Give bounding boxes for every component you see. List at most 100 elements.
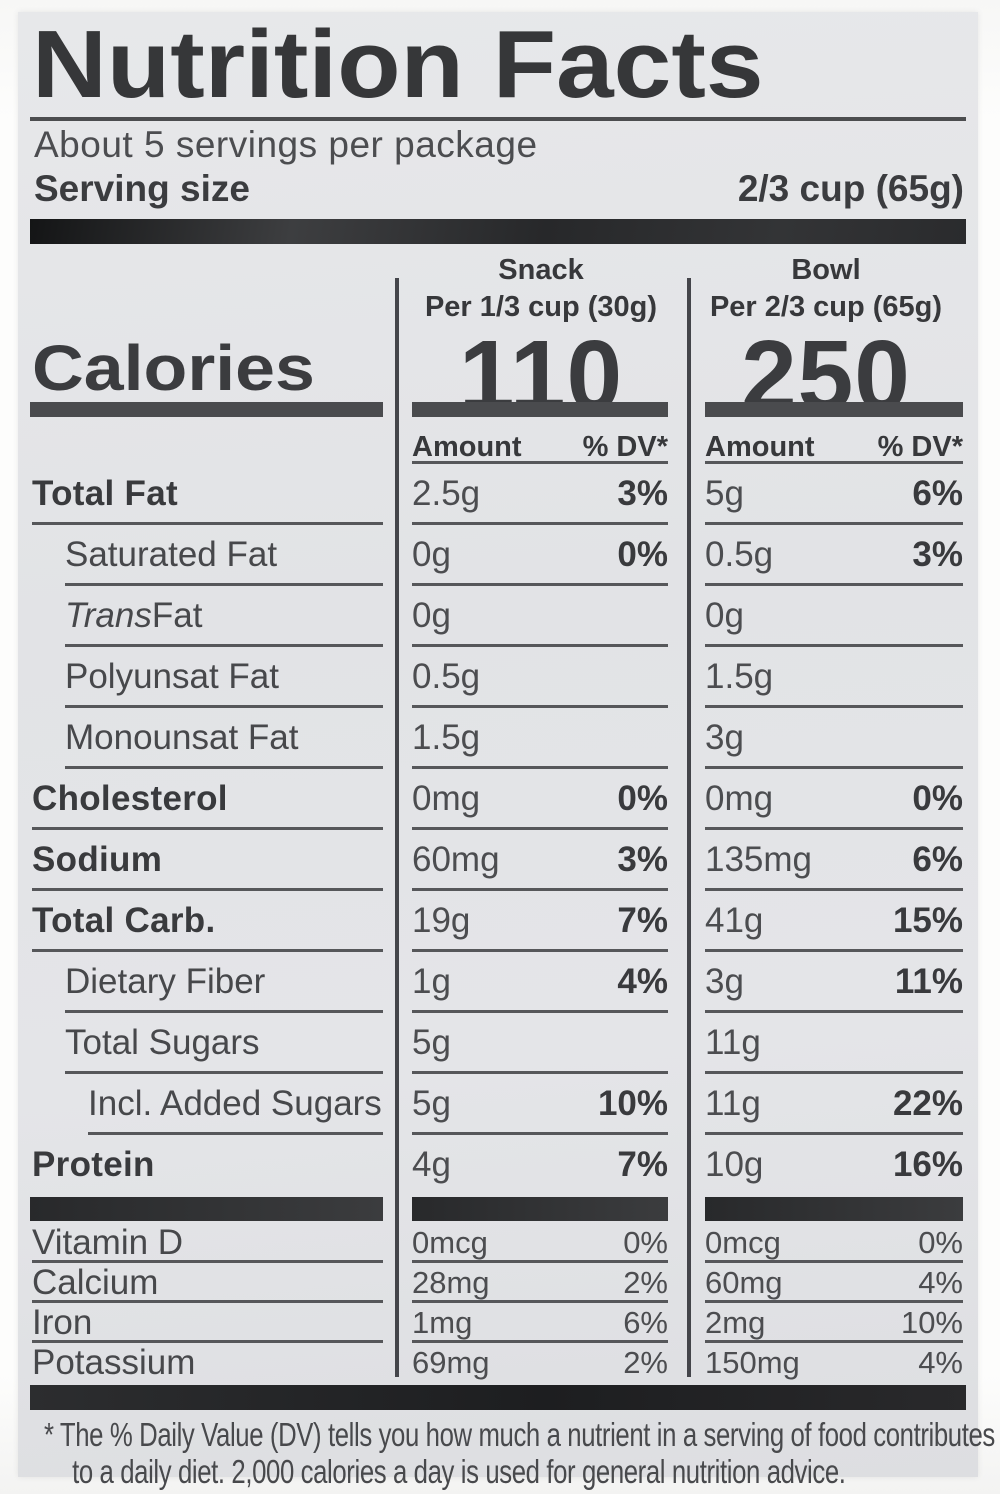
micronutrient-snack-values: 1mg 6%	[395, 1303, 687, 1343]
bowl-amount: 150mg	[705, 1344, 800, 1380]
amount-header: Amount	[412, 430, 522, 463]
nutrient-label: Saturated Fat	[30, 525, 395, 586]
bowl-amount: 0mg	[705, 779, 774, 819]
snack-amount: 0g	[412, 596, 451, 636]
servings-per-package: About 5 servings per package	[34, 124, 538, 166]
snack-dv: 4%	[617, 962, 668, 1002]
nutrient-label: Dietary Fiber	[30, 952, 395, 1013]
snack-amount: 0mg	[412, 779, 481, 819]
amount-header: Amount	[705, 430, 815, 463]
snack-amount: 0mcg	[412, 1224, 488, 1260]
nutrient-bowl-values: 1.5g	[687, 647, 965, 708]
header-separator-bar	[30, 218, 966, 244]
bowl-amount: 3g	[705, 718, 744, 758]
bowl-dv: 0%	[912, 779, 963, 819]
nutrient-bowl-values: 0mg 0%	[687, 769, 965, 830]
value-header-spacer	[30, 418, 395, 464]
nutrient-snack-values: 0g 0%	[395, 525, 687, 586]
nutrient-label: Total Carb.	[30, 891, 395, 952]
snack-value-header: Amount % DV*	[395, 418, 687, 464]
nutrient-label: Trans Fat	[30, 586, 395, 647]
nutrient-bowl-values: 3g	[687, 708, 965, 769]
snack-dv: 3%	[617, 840, 668, 880]
nutrient-snack-values: 4g 7%	[395, 1135, 687, 1196]
nutrient-bowl-values: 3g 11%	[687, 952, 965, 1013]
nutrient-bowl-values: 41g 15%	[687, 891, 965, 952]
section-bar	[395, 1196, 687, 1223]
bowl-dv: 11%	[894, 962, 963, 1002]
snack-amount: 1mg	[412, 1304, 473, 1340]
snack-dv: 0%	[617, 535, 668, 575]
micronutrient-bowl-values: 2mg 10%	[687, 1303, 965, 1343]
nutrient-snack-values: 5g 10%	[395, 1074, 687, 1135]
nutrient-label: Polyunsat Fat	[30, 647, 395, 708]
nutrient-snack-values: 2.5g 3%	[395, 464, 687, 525]
snack-dv: 0%	[623, 1224, 668, 1260]
bowl-dv: 16%	[892, 1145, 963, 1185]
nutrient-bowl-values: 135mg 6%	[687, 830, 965, 891]
bowl-column-name: Bowl	[791, 253, 861, 286]
snack-amount: 5g	[412, 1023, 451, 1063]
snack-amount: 69mg	[412, 1344, 490, 1380]
nutrient-snack-values: 19g 7%	[395, 891, 687, 952]
snack-amount: 4g	[412, 1145, 451, 1185]
footnote: * The % Daily Value (DV) tells you how m…	[44, 1415, 995, 1491]
snack-dv: 0%	[617, 779, 668, 819]
snack-amount: 60mg	[412, 840, 500, 880]
bowl-amount: 0.5g	[705, 535, 774, 575]
bowl-dv: 22%	[892, 1084, 963, 1124]
bowl-amount: 3g	[705, 962, 744, 1002]
bowl-amount: 41g	[705, 901, 764, 941]
serving-size-label: Serving size	[34, 167, 250, 209]
footnote-line: to a daily diet. 2,000 calories a day is…	[72, 1452, 846, 1490]
calories-label: Calories	[32, 332, 315, 405]
snack-amount: 5g	[412, 1084, 451, 1124]
footnote-separator-bar	[30, 1384, 966, 1410]
snack-dv: 3%	[617, 474, 668, 514]
snack-dv: 6%	[623, 1304, 668, 1340]
serving-size-row: Serving size 2/3 cup (65g)	[34, 168, 964, 210]
snack-amount: 0g	[412, 535, 451, 575]
bowl-amount: 60mg	[705, 1264, 783, 1300]
dv-header: % DV*	[877, 430, 963, 463]
nutrient-label: Protein	[32, 1145, 155, 1185]
nutrient-snack-values: 1g 4%	[395, 952, 687, 1013]
facts-table: Calories Snack Per 1/3 cup (30g) 110 Bow…	[30, 252, 965, 1383]
bowl-dv: 4%	[918, 1344, 963, 1380]
micronutrient-label: Calcium	[30, 1263, 395, 1303]
dv-header: % DV*	[582, 430, 668, 463]
bowl-amount: 5g	[705, 474, 744, 514]
bowl-dv: 3%	[912, 535, 963, 575]
bowl-amount: 135mg	[705, 840, 813, 880]
bowl-dv: 15%	[892, 901, 963, 941]
snack-amount: 2.5g	[412, 474, 481, 514]
bowl-amount: 11g	[705, 1023, 761, 1063]
nutrient-label: Cholesterol	[30, 769, 395, 830]
column-divider-bowl	[687, 278, 691, 1377]
snack-amount: 1g	[412, 962, 451, 1002]
calories-underline	[395, 401, 687, 418]
micronutrient-label: Vitamin D	[30, 1223, 395, 1263]
bowl-dv: 0%	[918, 1224, 963, 1260]
nutrient-label: Total Sugars	[30, 1013, 395, 1074]
bowl-amount: 10g	[705, 1145, 764, 1185]
nutrient-label: Incl. Added Sugars	[30, 1074, 395, 1135]
footnote-line: * The % Daily Value (DV) tells you how m…	[44, 1415, 995, 1453]
bowl-amount: 1.5g	[705, 657, 774, 697]
nutrient-snack-values: 5g	[395, 1013, 687, 1074]
nutrient-snack-values: 0mg 0%	[395, 769, 687, 830]
snack-amount: 28mg	[412, 1264, 490, 1300]
bowl-amount: 2mg	[705, 1304, 766, 1340]
snack-column-name: Snack	[498, 253, 584, 286]
nutrient-bowl-values: 0g	[687, 586, 965, 647]
section-bar	[687, 1196, 965, 1223]
calories-underline	[687, 401, 965, 418]
snack-column-header: Snack Per 1/3 cup (30g) 110	[395, 252, 687, 426]
snack-amount: 1.5g	[412, 718, 481, 758]
bowl-column-serving: Per 2/3 cup (65g)	[709, 290, 943, 323]
bowl-amount: 11g	[705, 1084, 761, 1124]
micronutrient-label: Iron	[30, 1303, 395, 1343]
nutrient-label: Total Fat	[30, 464, 395, 525]
bowl-dv: 4%	[918, 1264, 963, 1300]
nutrient-label: Sodium	[30, 830, 395, 891]
